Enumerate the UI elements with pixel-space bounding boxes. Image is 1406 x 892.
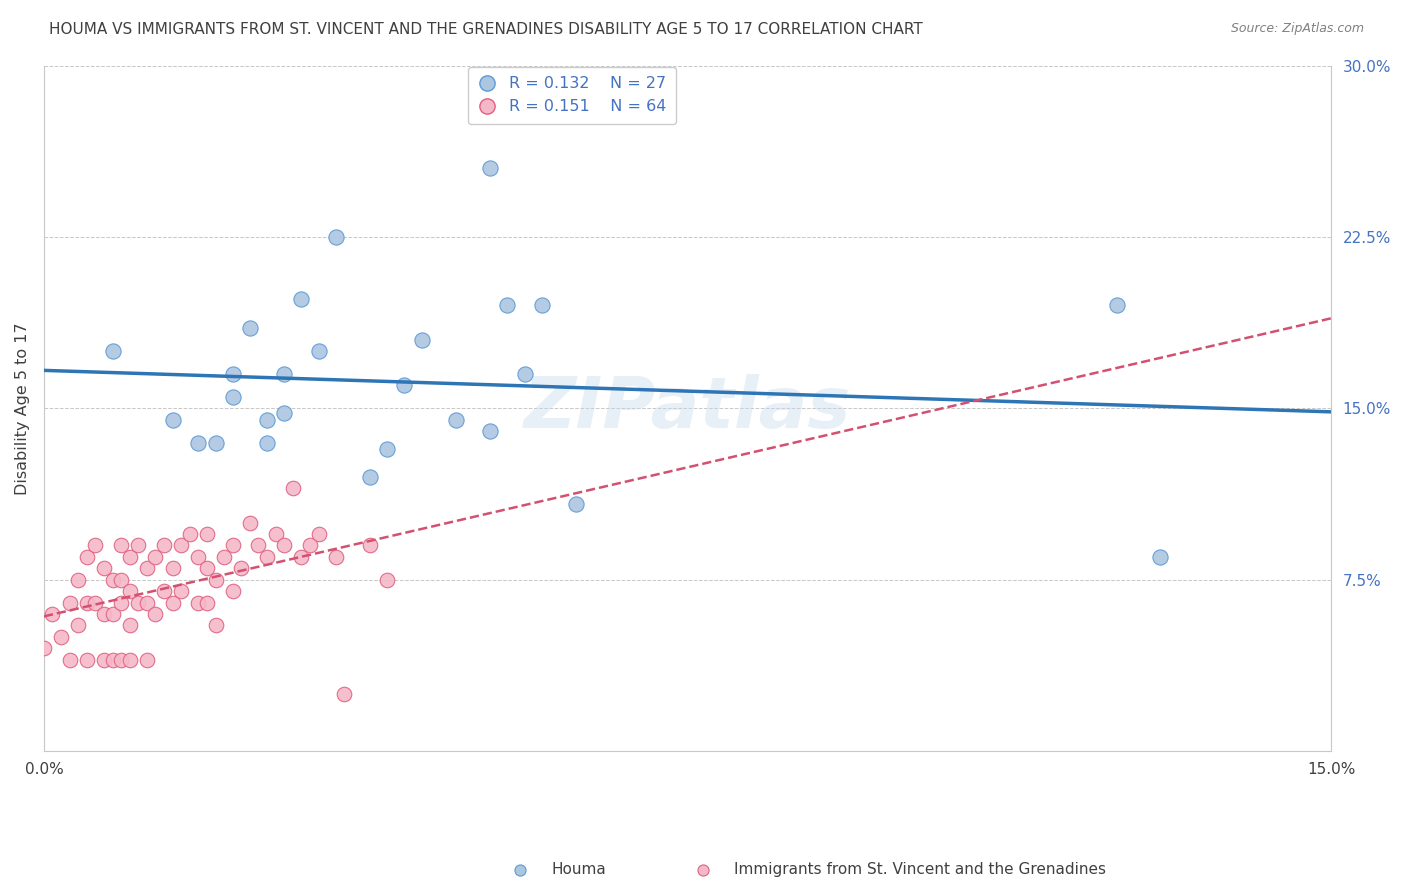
Point bbox=[496, 298, 519, 312]
Point bbox=[187, 435, 209, 450]
Point bbox=[444, 413, 467, 427]
Point bbox=[359, 470, 381, 484]
Point bbox=[204, 618, 226, 632]
Point bbox=[84, 595, 107, 609]
Point bbox=[264, 527, 287, 541]
Point bbox=[118, 653, 141, 667]
Text: HOUMA VS IMMIGRANTS FROM ST. VINCENT AND THE GRENADINES DISABILITY AGE 5 TO 17 C: HOUMA VS IMMIGRANTS FROM ST. VINCENT AND… bbox=[49, 22, 922, 37]
Point bbox=[222, 390, 245, 404]
Point bbox=[76, 653, 98, 667]
Point bbox=[411, 333, 433, 347]
Point bbox=[359, 538, 381, 552]
Point bbox=[101, 653, 124, 667]
Text: Immigrants from St. Vincent and the Grenadines: Immigrants from St. Vincent and the Gren… bbox=[734, 863, 1107, 877]
Point bbox=[308, 344, 330, 359]
Point bbox=[110, 573, 132, 587]
Point bbox=[41, 607, 63, 621]
Point bbox=[101, 573, 124, 587]
Point bbox=[135, 561, 157, 575]
Point bbox=[513, 367, 536, 381]
Point bbox=[273, 406, 295, 420]
Point bbox=[565, 497, 588, 511]
Y-axis label: Disability Age 5 to 17: Disability Age 5 to 17 bbox=[15, 322, 30, 495]
Point bbox=[153, 584, 176, 599]
Point bbox=[84, 538, 107, 552]
Point bbox=[179, 527, 201, 541]
Point bbox=[231, 561, 253, 575]
Point bbox=[162, 413, 184, 427]
Point bbox=[49, 630, 72, 644]
Text: Source: ZipAtlas.com: Source: ZipAtlas.com bbox=[1230, 22, 1364, 36]
Point bbox=[325, 230, 347, 244]
Point bbox=[290, 549, 312, 564]
Point bbox=[118, 584, 141, 599]
Text: Houma: Houma bbox=[551, 863, 606, 877]
Point bbox=[1105, 298, 1128, 312]
Point bbox=[247, 538, 270, 552]
Point bbox=[118, 549, 141, 564]
Point bbox=[67, 618, 90, 632]
Point bbox=[170, 538, 193, 552]
Point bbox=[1149, 549, 1171, 564]
Point bbox=[479, 161, 502, 176]
Point bbox=[298, 538, 321, 552]
Point bbox=[239, 516, 262, 530]
Point bbox=[59, 653, 82, 667]
Point bbox=[375, 573, 398, 587]
Point bbox=[135, 653, 157, 667]
Point bbox=[32, 641, 55, 656]
Point bbox=[212, 549, 235, 564]
Point bbox=[170, 584, 193, 599]
Point bbox=[325, 549, 347, 564]
Point bbox=[127, 538, 149, 552]
Point bbox=[59, 595, 82, 609]
Point bbox=[162, 561, 184, 575]
Point bbox=[308, 527, 330, 541]
Point bbox=[394, 378, 416, 392]
Point bbox=[239, 321, 262, 335]
Point bbox=[290, 292, 312, 306]
Point bbox=[110, 538, 132, 552]
Point bbox=[110, 653, 132, 667]
Point bbox=[256, 549, 278, 564]
Point bbox=[195, 561, 218, 575]
Point bbox=[93, 653, 115, 667]
Point bbox=[101, 607, 124, 621]
Point bbox=[222, 367, 245, 381]
Point bbox=[204, 573, 226, 587]
Point bbox=[222, 538, 245, 552]
Point bbox=[127, 595, 149, 609]
Text: ZIPatlas: ZIPatlas bbox=[524, 374, 851, 442]
Point bbox=[145, 607, 167, 621]
Point bbox=[145, 549, 167, 564]
Point bbox=[195, 527, 218, 541]
Point bbox=[273, 367, 295, 381]
Point bbox=[195, 595, 218, 609]
Point bbox=[256, 413, 278, 427]
Point bbox=[153, 538, 176, 552]
Point bbox=[187, 595, 209, 609]
Point bbox=[162, 595, 184, 609]
Point bbox=[375, 442, 398, 457]
Point bbox=[101, 344, 124, 359]
Point bbox=[187, 549, 209, 564]
Point bbox=[530, 298, 553, 312]
Point bbox=[76, 595, 98, 609]
Point bbox=[273, 538, 295, 552]
Legend: R = 0.132    N = 27, R = 0.151    N = 64: R = 0.132 N = 27, R = 0.151 N = 64 bbox=[468, 67, 676, 124]
Point bbox=[204, 435, 226, 450]
Point bbox=[135, 595, 157, 609]
Point bbox=[281, 481, 304, 495]
Point bbox=[256, 435, 278, 450]
Point bbox=[93, 561, 115, 575]
Point bbox=[222, 584, 245, 599]
Point bbox=[67, 573, 90, 587]
Point bbox=[76, 549, 98, 564]
Point bbox=[333, 687, 356, 701]
Point bbox=[479, 424, 502, 438]
Point bbox=[110, 595, 132, 609]
Point bbox=[118, 618, 141, 632]
Point bbox=[93, 607, 115, 621]
